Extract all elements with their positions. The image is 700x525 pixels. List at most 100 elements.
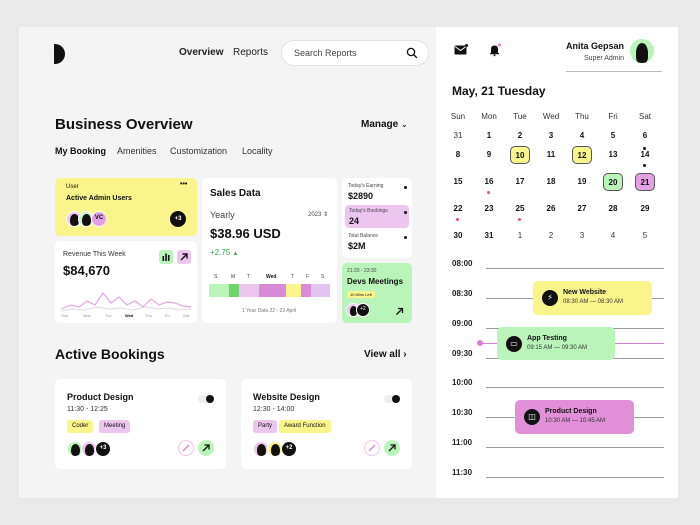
calendar-day[interactable]: 3 bbox=[548, 131, 554, 140]
sales-day-t1: T bbox=[247, 274, 251, 280]
calendar-day[interactable]: 10 bbox=[510, 146, 530, 164]
tag-award-function: Award Function bbox=[279, 420, 331, 433]
booking-title: Website Design bbox=[253, 392, 320, 402]
calendar-day[interactable]: 4 bbox=[610, 231, 616, 240]
calendar-day[interactable]: 26 bbox=[546, 204, 556, 213]
calendar-day[interactable]: 22 bbox=[453, 204, 463, 213]
chart-bar-icon[interactable] bbox=[159, 250, 173, 264]
revenue-day-sun: Sun bbox=[61, 313, 69, 318]
page-title: Business Overview bbox=[55, 116, 193, 133]
current-time-dot bbox=[477, 340, 483, 346]
year-select[interactable]: 2023 ⇕ bbox=[308, 211, 328, 218]
meeting-card[interactable]: 21:20 - 23:30 Devs Meetings 10 Mins Left… bbox=[342, 263, 412, 323]
calendar-day[interactable]: 27 bbox=[577, 204, 587, 213]
calendar-day[interactable]: 29 bbox=[640, 204, 650, 213]
calendar-day[interactable]: 28 bbox=[608, 204, 618, 213]
time-gridline bbox=[486, 447, 664, 448]
calendar-day[interactable]: 8 bbox=[455, 150, 461, 159]
calendar-day[interactable]: 1 bbox=[517, 231, 523, 240]
dot-icon bbox=[404, 236, 407, 239]
users-label: User bbox=[66, 184, 79, 190]
nav-reports[interactable]: Reports bbox=[233, 47, 269, 58]
dot-icon bbox=[404, 211, 407, 214]
sales-heat-strip bbox=[209, 284, 330, 297]
calendar-day[interactable]: 31 bbox=[453, 131, 463, 140]
arrow-up-right-icon[interactable] bbox=[395, 307, 404, 316]
tag-meeting: Meeting bbox=[99, 420, 131, 433]
tab-amenities[interactable]: Amenities bbox=[117, 146, 157, 156]
manage-dropdown[interactable]: Manage ⌄ bbox=[361, 119, 408, 130]
calendar-day[interactable]: 31 bbox=[484, 231, 494, 240]
calendar-day[interactable]: 19 bbox=[577, 177, 587, 186]
calendar-day[interactable]: 21 bbox=[635, 173, 655, 191]
schedule-event[interactable]: ▭ App Testing 09:15 AM — 09:30 AM bbox=[497, 327, 615, 360]
calendar-day[interactable]: 20 bbox=[603, 173, 623, 191]
calendar-day[interactable]: 15 bbox=[453, 177, 463, 186]
user-name: Anita Gepsan bbox=[566, 41, 625, 51]
calendar-day[interactable]: 18 bbox=[546, 177, 556, 186]
sales-change-value: +2.75 bbox=[210, 248, 231, 257]
revenue-day-sat: Sat bbox=[183, 313, 190, 318]
arrow-up-right-icon[interactable] bbox=[177, 250, 191, 264]
booking-toggle[interactable] bbox=[384, 395, 400, 403]
revenue-day-tue: Tue bbox=[105, 313, 112, 318]
time-label: 08:30 bbox=[452, 289, 473, 298]
weekday-mon: Mon bbox=[481, 112, 497, 121]
calendar-date-title: May, 21 Tuesday bbox=[452, 84, 546, 98]
revenue-card: Revenue This Week $84,670 Sun Mon Tue We… bbox=[55, 241, 197, 323]
schedule-event[interactable]: ⚡ New Website 08:30 AM — 08:30 AM bbox=[533, 281, 652, 315]
logo[interactable] bbox=[54, 44, 65, 64]
weekday-tue: Tue bbox=[513, 112, 527, 121]
arrow-up-right-icon[interactable] bbox=[384, 440, 400, 456]
booking-card[interactable]: Website Design 12:30 - 14:00 Party Award… bbox=[241, 379, 412, 469]
event-time: 10:30 AM — 10:45 AM bbox=[545, 418, 606, 424]
calendar-day[interactable]: 5 bbox=[610, 131, 616, 140]
calendar-day[interactable]: 2 bbox=[517, 131, 523, 140]
nav-overview[interactable]: Overview bbox=[179, 47, 224, 58]
booking-card[interactable]: Product Design 11:30 - 12:25 Coder Meeti… bbox=[55, 379, 226, 469]
tab-my-booking[interactable]: My Booking bbox=[55, 146, 106, 156]
schedule-event[interactable]: ◫ Product Design 10:30 AM — 10:45 AM bbox=[515, 400, 634, 434]
calendar-day[interactable]: 1 bbox=[486, 131, 492, 140]
calendar-day[interactable]: 23 bbox=[484, 204, 494, 213]
year-value: 2023 bbox=[308, 212, 322, 218]
user-avatar[interactable] bbox=[630, 39, 654, 63]
view-all-link[interactable]: View all › bbox=[364, 349, 407, 360]
calendar-day[interactable]: 2 bbox=[548, 231, 554, 240]
calendar-day[interactable]: 14 bbox=[640, 150, 650, 159]
tab-customization[interactable]: Customization bbox=[170, 146, 228, 156]
bookings-stat[interactable]: Today's Bookings 24 bbox=[345, 205, 409, 228]
search-input[interactable]: Search Reports bbox=[281, 40, 429, 66]
weekday-thu: Thu bbox=[575, 112, 589, 121]
calendar-day[interactable]: 30 bbox=[453, 231, 463, 240]
bell-icon[interactable] bbox=[488, 43, 502, 57]
event-dot bbox=[643, 147, 646, 150]
more-options-icon[interactable]: ••• bbox=[180, 181, 188, 188]
event-dot bbox=[518, 218, 521, 221]
tab-locality[interactable]: Locality bbox=[242, 146, 273, 156]
divider bbox=[566, 71, 662, 72]
calendar-day[interactable]: 4 bbox=[579, 131, 585, 140]
mail-icon[interactable] bbox=[454, 44, 468, 56]
calendar-day[interactable]: 11 bbox=[546, 150, 556, 159]
app-window: Overview Reports Search Reports Business… bbox=[19, 27, 678, 498]
calendar-day[interactable]: 13 bbox=[608, 150, 618, 159]
active-users-card[interactable]: User ••• Active Admin Users VC +3 bbox=[55, 178, 197, 236]
edit-icon[interactable] bbox=[364, 440, 380, 456]
search-icon[interactable] bbox=[406, 47, 418, 59]
calendar-day[interactable]: 6 bbox=[642, 131, 648, 140]
calendar-day[interactable]: 12 bbox=[572, 146, 592, 164]
arrow-up-right-icon[interactable] bbox=[198, 440, 214, 456]
calendar-day[interactable]: 3 bbox=[579, 231, 585, 240]
calendar-day[interactable]: 25 bbox=[515, 204, 525, 213]
more-users-badge[interactable]: +3 bbox=[170, 211, 186, 227]
sales-title: Sales Data bbox=[210, 188, 261, 199]
calendar-day[interactable]: 16 bbox=[484, 177, 494, 186]
card-icon: ▭ bbox=[506, 335, 522, 352]
calendar-day[interactable]: 17 bbox=[515, 177, 525, 186]
calendar-day[interactable]: 9 bbox=[486, 150, 492, 159]
edit-icon[interactable] bbox=[178, 440, 194, 456]
booking-toggle[interactable] bbox=[198, 395, 214, 403]
calendar-panel: Anita Gepsan Super Admin May, 21 Tuesday… bbox=[436, 27, 678, 498]
calendar-day[interactable]: 5 bbox=[642, 231, 648, 240]
